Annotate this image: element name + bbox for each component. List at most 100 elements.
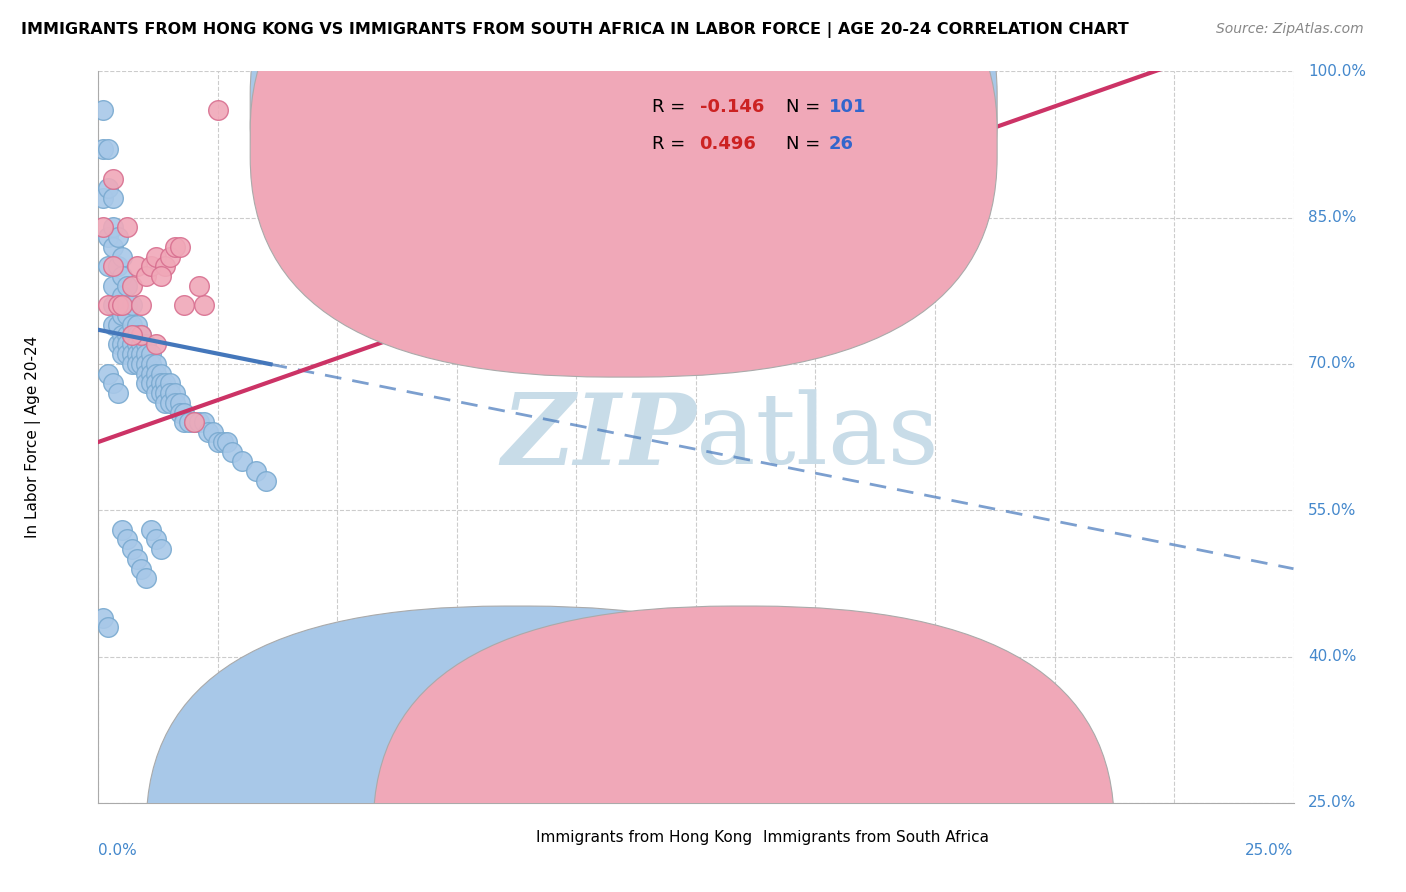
Point — [125, 318, 148, 332]
Point — [115, 337, 138, 351]
Point — [217, 434, 239, 449]
Point — [149, 367, 172, 381]
Point — [135, 337, 157, 351]
FancyBboxPatch shape — [374, 606, 1115, 892]
Point — [91, 142, 114, 156]
Point — [155, 396, 177, 410]
Point — [115, 533, 138, 547]
Point — [202, 425, 225, 440]
Text: 70.0%: 70.0% — [1308, 357, 1357, 371]
Point — [115, 347, 138, 361]
Point — [193, 416, 215, 430]
Point — [115, 308, 138, 322]
Point — [107, 260, 129, 274]
Point — [145, 357, 167, 371]
Point — [245, 464, 267, 478]
Point — [107, 230, 129, 244]
Point — [101, 171, 124, 186]
Text: 25.0%: 25.0% — [1246, 843, 1294, 858]
Point — [121, 279, 143, 293]
Text: 0.496: 0.496 — [700, 135, 756, 153]
Point — [173, 406, 195, 420]
Text: N =: N = — [786, 135, 825, 153]
Point — [125, 260, 148, 274]
Point — [169, 396, 191, 410]
Point — [97, 620, 120, 634]
Point — [91, 220, 114, 235]
Point — [107, 298, 129, 312]
Point — [125, 347, 148, 361]
Point — [187, 279, 209, 293]
Point — [91, 191, 114, 205]
Point — [139, 376, 162, 391]
Point — [139, 260, 162, 274]
Point — [121, 327, 143, 342]
Point — [101, 191, 124, 205]
Point — [91, 610, 114, 624]
Point — [111, 523, 134, 537]
Point — [163, 386, 186, 401]
Point — [111, 288, 134, 302]
Point — [91, 103, 114, 118]
Point — [135, 376, 157, 391]
Point — [101, 298, 124, 312]
Point — [149, 386, 172, 401]
Point — [101, 220, 124, 235]
Point — [101, 376, 124, 391]
Point — [121, 327, 143, 342]
Text: 0.0%: 0.0% — [98, 843, 138, 858]
Point — [207, 434, 229, 449]
Point — [173, 416, 195, 430]
FancyBboxPatch shape — [250, 0, 997, 341]
Point — [145, 386, 167, 401]
Point — [145, 533, 167, 547]
Point — [207, 103, 229, 118]
Text: Immigrants from South Africa: Immigrants from South Africa — [763, 830, 988, 845]
Point — [254, 474, 277, 488]
Point — [131, 337, 153, 351]
Text: 26: 26 — [828, 135, 853, 153]
Point — [135, 357, 157, 371]
Point — [115, 220, 138, 235]
Point — [97, 367, 120, 381]
Point — [139, 523, 162, 537]
Point — [125, 552, 148, 566]
Point — [131, 298, 153, 312]
Point — [135, 572, 157, 586]
Point — [197, 425, 219, 440]
Point — [111, 298, 134, 312]
Point — [135, 347, 157, 361]
Point — [101, 240, 124, 254]
Point — [101, 318, 124, 332]
Point — [121, 347, 143, 361]
Text: IMMIGRANTS FROM HONG KONG VS IMMIGRANTS FROM SOUTH AFRICA IN LABOR FORCE | AGE 2: IMMIGRANTS FROM HONG KONG VS IMMIGRANTS … — [21, 22, 1129, 38]
Point — [97, 298, 120, 312]
Point — [121, 542, 143, 557]
Point — [221, 444, 243, 458]
Text: atlas: atlas — [696, 389, 939, 485]
Point — [155, 386, 177, 401]
Point — [97, 230, 120, 244]
Point — [107, 386, 129, 401]
Point — [131, 347, 153, 361]
Point — [107, 318, 129, 332]
Point — [121, 337, 143, 351]
Point — [159, 396, 181, 410]
Point — [115, 298, 138, 312]
Point — [111, 250, 134, 264]
Text: Source: ZipAtlas.com: Source: ZipAtlas.com — [1216, 22, 1364, 37]
Point — [121, 298, 143, 312]
Text: In Labor Force | Age 20-24: In Labor Force | Age 20-24 — [25, 336, 41, 538]
Point — [115, 327, 138, 342]
Text: -0.146: -0.146 — [700, 98, 763, 116]
Point — [111, 347, 134, 361]
Point — [107, 337, 129, 351]
Point — [97, 260, 120, 274]
Point — [121, 357, 143, 371]
Point — [145, 250, 167, 264]
Text: N =: N = — [786, 98, 825, 116]
Text: 85.0%: 85.0% — [1308, 211, 1357, 225]
Point — [115, 279, 138, 293]
Point — [125, 357, 148, 371]
Point — [169, 406, 191, 420]
